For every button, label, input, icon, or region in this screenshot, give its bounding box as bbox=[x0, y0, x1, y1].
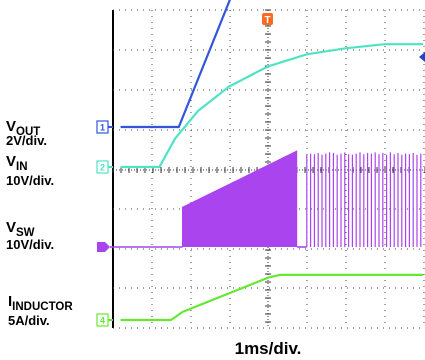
vsw-pulses bbox=[182, 150, 422, 247]
x-axis-label: 1ms/div. bbox=[235, 339, 302, 358]
trigger-marker bbox=[262, 13, 273, 25]
channel-name-subscript: SW bbox=[16, 227, 35, 239]
trace-iinductor bbox=[120, 273, 424, 322]
channel-scale-4: 5A/div. bbox=[8, 313, 50, 328]
trace-vsw bbox=[113, 150, 422, 248]
channel-labels: VOUT2V/div.VIN10V/div.VSW10V/div.IINDUCT… bbox=[6, 118, 73, 328]
channel-name-main: V bbox=[6, 153, 16, 170]
channel-name-4: IINDUCTOR bbox=[8, 293, 73, 313]
channel-marker-3 bbox=[97, 242, 105, 252]
channel-marker-arrow-3 bbox=[105, 242, 110, 252]
level-indicator-icon bbox=[419, 52, 425, 62]
channel-name-main: I bbox=[8, 293, 12, 310]
channel-name-3: VSW bbox=[6, 219, 35, 239]
trigger-marker-label: T bbox=[264, 15, 270, 26]
channel-scale-3: 10V/div. bbox=[6, 237, 54, 252]
channel-name-1: VOUT bbox=[6, 118, 40, 138]
channel-name-main: V bbox=[6, 219, 16, 236]
channel-scale-2: 10V/div. bbox=[6, 173, 54, 188]
channel-name-2: VIN bbox=[6, 153, 28, 173]
channel-name-subscript: INDUCTOR bbox=[12, 301, 73, 313]
trace-vin bbox=[120, 43, 424, 169]
trace-layer bbox=[113, 0, 424, 322]
marker-layer: T 1 2 4 bbox=[96, 13, 425, 327]
channel-name-subscript: OUT bbox=[16, 126, 40, 138]
channel-marker-number-2: 2 bbox=[100, 163, 105, 173]
channel-marker-number-4: 4 bbox=[100, 316, 105, 326]
channel-name-main: V bbox=[6, 118, 16, 135]
trace-vout bbox=[120, 0, 231, 129]
channel-name-subscript: IN bbox=[16, 161, 28, 173]
channel-marker-number-1: 1 bbox=[100, 123, 105, 133]
channel-scale-1: 2V/div. bbox=[6, 133, 47, 148]
